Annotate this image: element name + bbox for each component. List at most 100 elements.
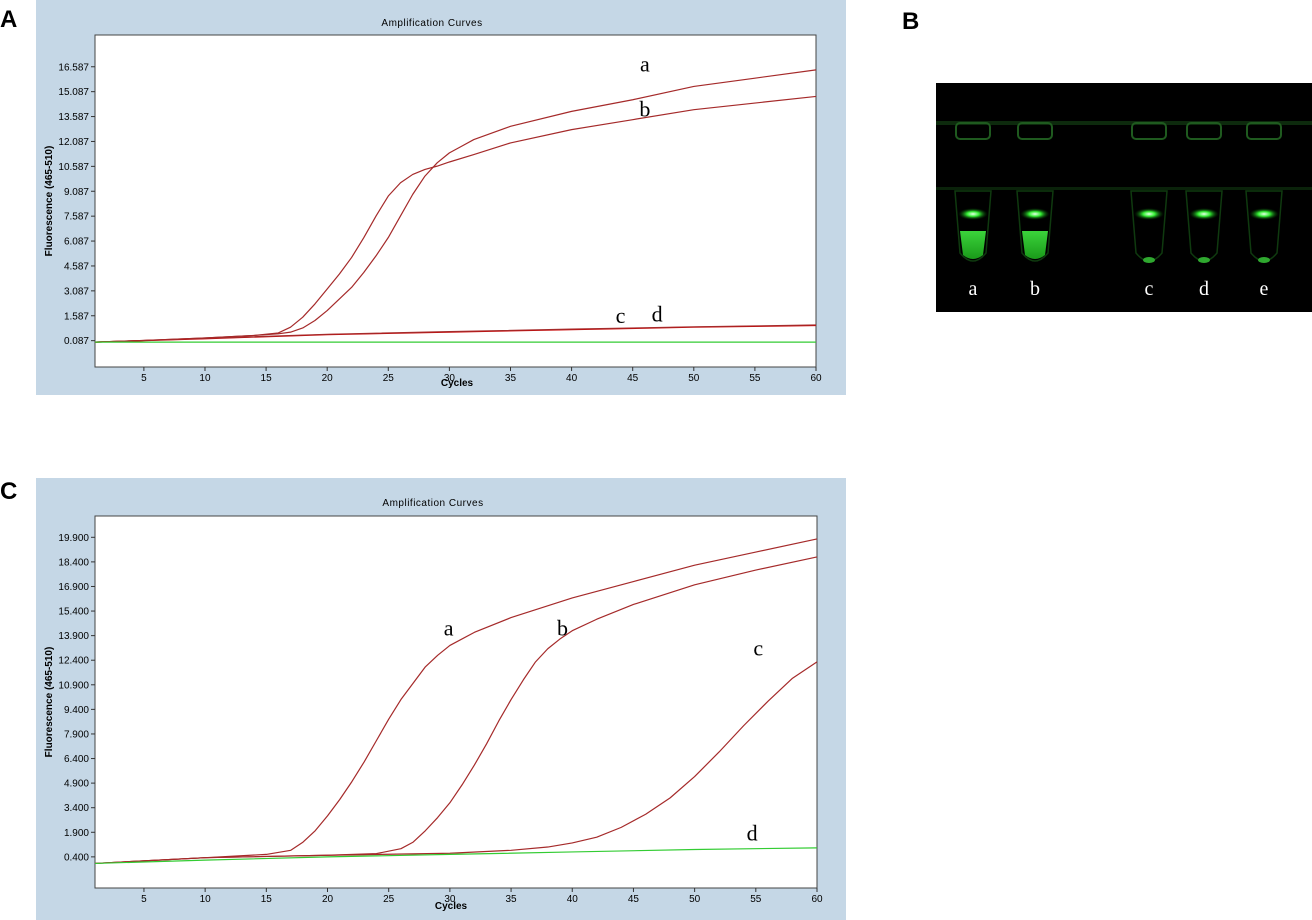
series-line-c <box>94 661 818 865</box>
x-tick-label: 60 <box>811 894 823 905</box>
x-tick-label: 30 <box>444 894 456 905</box>
tube-label-e: e <box>1260 278 1269 300</box>
tube-cap <box>1186 122 1222 140</box>
y-tick-label: 9.087 <box>64 187 89 198</box>
y-tick-label: 15.087 <box>58 87 89 98</box>
x-tick-label: 45 <box>627 373 639 384</box>
curve-label-c: c <box>753 635 763 660</box>
x-tick-label: 5 <box>141 894 147 905</box>
y-tick-label: 13.900 <box>58 631 89 642</box>
series-layer <box>94 69 817 343</box>
y-tick-label: 9.400 <box>64 705 89 716</box>
y-tick-label: 7.587 <box>64 212 89 223</box>
curve-label-a: a <box>444 616 454 641</box>
y-tick-label: 7.900 <box>64 729 89 740</box>
series-line-a <box>94 95 817 343</box>
fluorescence-tube-image: a b c d e <box>936 83 1312 312</box>
fluorescent-liquid <box>960 231 986 259</box>
tube-labels: a b c d e <box>969 278 1269 300</box>
x-ticks: 5 10 15 20 25 30 35 40 45 50 55 60 <box>141 367 822 384</box>
rack-edge <box>936 121 1312 125</box>
y-tick-label: 16.900 <box>58 582 89 593</box>
tube-label-b: b <box>1030 278 1040 300</box>
tube-cap <box>1131 122 1167 140</box>
x-tick-label: 60 <box>810 373 822 384</box>
tube-cap <box>955 122 991 140</box>
tube-a <box>954 122 992 262</box>
y-tick-label: 3.087 <box>64 286 89 297</box>
tube-tip-glow <box>1143 257 1155 263</box>
x-tick-label: 20 <box>322 373 334 384</box>
chart-title: Amplification Curves <box>381 18 482 29</box>
y-tick-label: 10.587 <box>58 162 89 173</box>
tube-body <box>954 190 992 262</box>
y-tick-label: 10.900 <box>58 680 89 691</box>
tube-label-a: a <box>969 278 978 300</box>
y-ticks: 0.087 1.587 3.087 4.587 6.087 7.587 9.087 10.58… <box>58 62 95 347</box>
x-tick-label: 15 <box>261 894 273 905</box>
y-tick-label: 12.400 <box>58 656 89 667</box>
y-tick-label: 1.587 <box>64 311 89 322</box>
x-tick-label: 55 <box>749 373 761 384</box>
y-axis-title: Fluorescence (465-510) <box>44 647 55 758</box>
y-tick-label: 19.900 <box>58 533 89 544</box>
series-line-d <box>94 324 817 343</box>
meniscus-glow <box>958 208 988 220</box>
x-tick-label: 50 <box>689 894 701 905</box>
y-tick-label: 6.087 <box>64 237 89 248</box>
y-tick-label: 6.400 <box>64 754 89 765</box>
series-layer <box>94 538 818 865</box>
curve-label-b: b <box>639 96 650 121</box>
rack-edge <box>936 187 1312 190</box>
tube-body <box>1016 190 1054 262</box>
amplification-chart-c: Amplification Curves Fluorescence (465-5… <box>36 478 846 920</box>
x-ticks: 5 10 15 20 25 30 35 40 45 50 55 60 <box>141 888 823 905</box>
y-tick-label: 16.587 <box>58 62 89 73</box>
x-tick-label: 45 <box>628 894 640 905</box>
curve-label-b: b <box>557 616 568 641</box>
y-tick-label: 12.087 <box>58 137 89 148</box>
tube-tip-glow <box>1198 257 1210 263</box>
series-line-b <box>94 556 818 865</box>
plot-area <box>94 34 817 368</box>
tube-cap <box>1246 122 1282 140</box>
x-tick-label: 25 <box>383 894 395 905</box>
tube-label-d: d <box>1199 278 1209 300</box>
y-tick-label: 4.587 <box>64 261 89 272</box>
y-ticks: 0.400 1.900 3.400 4.900 6.400 7.900 9.400 10.90… <box>58 533 95 863</box>
x-tick-label: 35 <box>506 894 518 905</box>
x-tick-label: 10 <box>200 894 212 905</box>
y-tick-label: 15.400 <box>58 607 89 618</box>
tubes <box>936 121 1312 263</box>
tube-e <box>1245 122 1283 263</box>
x-tick-label: 25 <box>383 373 395 384</box>
meniscus-glow <box>1189 208 1219 220</box>
y-tick-label: 13.587 <box>58 112 89 123</box>
plot-area <box>94 515 818 889</box>
tube-cap <box>1017 122 1053 140</box>
x-tick-label: 50 <box>688 373 700 384</box>
y-tick-label: 1.900 <box>64 828 89 839</box>
chart-title: Amplification Curves <box>382 498 483 509</box>
meniscus-glow <box>1134 208 1164 220</box>
meniscus-glow <box>1249 208 1279 220</box>
series-line-d <box>94 847 818 865</box>
x-tick-label: 40 <box>567 894 579 905</box>
curve-label-a: a <box>640 52 650 77</box>
x-axis-title: Cycles <box>435 901 468 912</box>
curve-label-c: c <box>616 303 626 328</box>
tube-tip-glow <box>1258 257 1270 263</box>
meniscus-glow <box>1020 208 1050 220</box>
x-tick-label: 15 <box>261 373 273 384</box>
x-tick-label: 5 <box>141 373 147 384</box>
panel-letter-c: C <box>0 478 18 505</box>
fluorescent-liquid <box>1022 231 1048 259</box>
x-tick-label: 30 <box>444 373 456 384</box>
curve-label-d: d <box>747 820 758 845</box>
x-tick-label: 20 <box>322 894 334 905</box>
y-tick-label: 0.087 <box>64 336 89 347</box>
x-tick-label: 40 <box>566 373 578 384</box>
series-line-a <box>94 538 818 865</box>
curve-labels: ab c d <box>616 52 663 328</box>
amplification-chart-a: Amplification Curves Fluorescence (465-5… <box>36 0 846 395</box>
